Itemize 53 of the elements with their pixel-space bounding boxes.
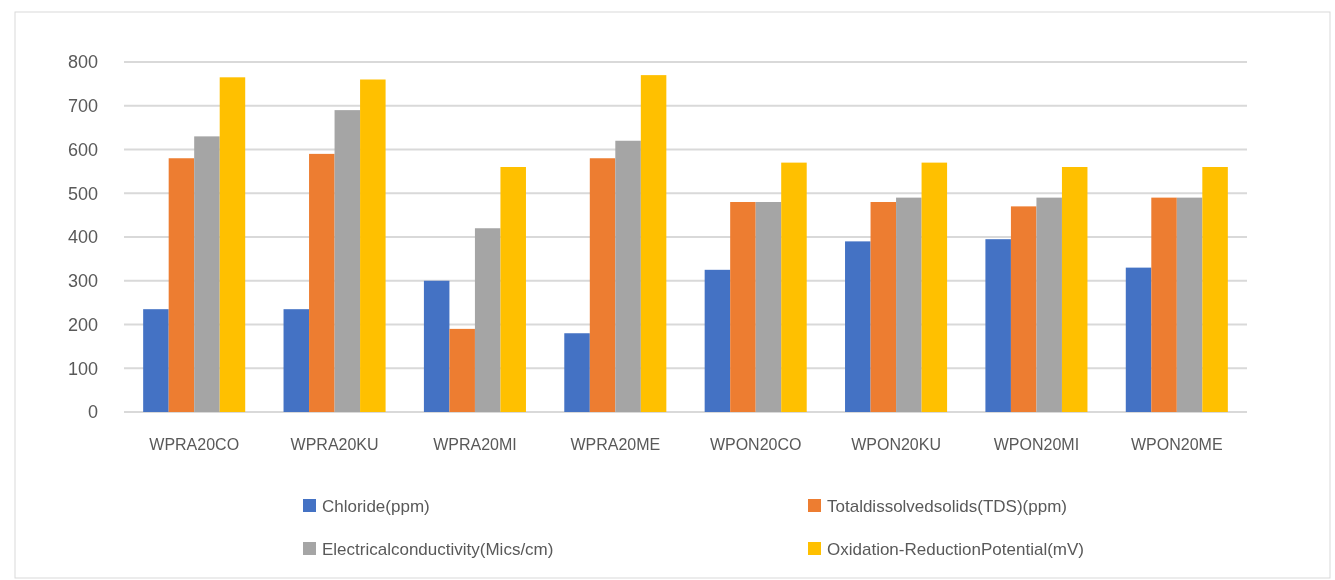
x-tick-label: WPRA20CO (149, 436, 240, 453)
bar (1036, 197, 1062, 412)
y-tick-label: 300 (67, 271, 98, 292)
x-tick-label: WPRA20MI (433, 436, 517, 453)
y-tick-label: 700 (67, 96, 98, 117)
bar (564, 333, 590, 412)
x-tick-label: WPRA20KU (290, 436, 379, 453)
bar (1151, 197, 1177, 412)
bar (781, 162, 807, 412)
y-tick-label: 0 (87, 402, 98, 423)
bar (704, 269, 731, 412)
bar (194, 136, 220, 412)
bar (640, 75, 667, 412)
bar (985, 239, 1011, 412)
bar (423, 280, 450, 412)
y-tick-label: 600 (67, 139, 98, 160)
bar (615, 140, 641, 412)
legend-label: Chloride(ppm) (322, 496, 430, 516)
bar (589, 158, 616, 412)
x-tick-label: WPON20CO (709, 436, 802, 453)
bar (219, 77, 246, 412)
bar (143, 309, 169, 412)
y-tick-label: 800 (67, 52, 98, 73)
bar (168, 158, 195, 412)
y-tick-label: 100 (67, 358, 98, 379)
bar (500, 167, 526, 412)
bar (334, 110, 361, 412)
legend-label: Electricalconductivity(Mics/cm) (322, 539, 554, 559)
legend-label: Oxidation-ReductionPotential(mV) (827, 539, 1085, 559)
legend-label: Totaldissolvedsolids(TDS)(ppm) (827, 496, 1067, 516)
bar (1010, 206, 1037, 412)
x-tick-label: WPON20MI (993, 436, 1080, 453)
bar (870, 202, 897, 412)
bar (896, 197, 922, 412)
bar (1061, 167, 1088, 412)
bar (730, 202, 756, 412)
x-tick-label: WPON20ME (1131, 436, 1223, 453)
bar (449, 328, 475, 412)
bar (845, 241, 871, 412)
bar (1176, 197, 1203, 412)
x-tick-label: WPON20KU (851, 436, 941, 453)
bar (283, 309, 310, 412)
bar (1202, 167, 1228, 412)
y-tick-label: 400 (67, 227, 98, 248)
bar (474, 228, 501, 412)
bar (309, 153, 335, 412)
bar (921, 162, 948, 412)
bar (1125, 267, 1152, 412)
y-tick-label: 200 (67, 314, 98, 335)
y-tick-label: 500 (67, 183, 98, 204)
x-tick-label: WPRA20ME (570, 436, 661, 453)
bar (755, 202, 782, 412)
bar (360, 79, 386, 412)
